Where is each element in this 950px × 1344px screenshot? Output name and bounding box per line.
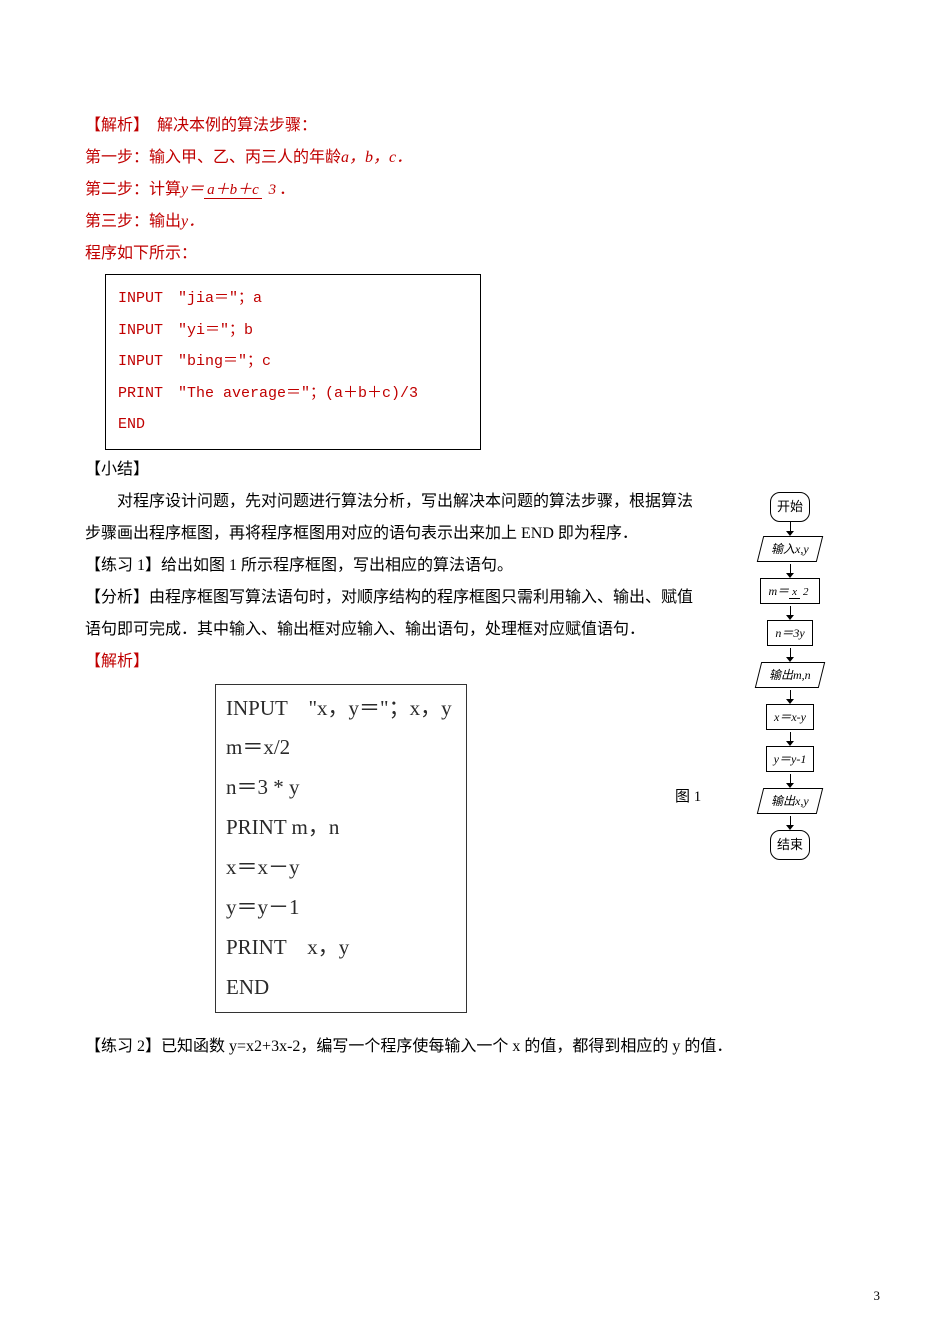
code1-line5: END [118,409,468,441]
step2-y: y＝ [181,174,204,206]
flow-out-mn-text: 输出m,n [769,663,811,687]
code-box-2: INPUT "x，y＝"；x，y m＝x/2 n＝3 * y PRINT m，n… [215,684,467,1013]
step-2: 第二步： 计算 y＝ a＋b＋c 3 ． [85,174,865,206]
m-frac: x2 [789,586,811,598]
right-column: 开始 输入x,y m＝x2 n＝3y 输出m,n x＝x-y y＝y-1 [715,486,865,860]
summary-paragraph: 对程序设计问题，先对问题进行算法分析，写出解决本问题的算法步骤，根据算法步骤画出… [85,486,695,550]
page-number: 3 [874,1288,881,1304]
step1-label: 第一步： [85,142,149,174]
arrow-icon [735,690,845,704]
fraction: a＋b＋c 3 [204,182,279,199]
flow-start: 开始 [770,492,810,522]
fenxi-label: 【分析】 [85,589,149,606]
summary-label: 【小结】 [85,454,865,486]
code2-line7: PRINT x，y [226,928,456,968]
flow-out-mn: 输出m,n [755,662,825,688]
analysis-text: 解决本例的算法步骤： [141,117,317,134]
m-frac-den: 2 [800,586,812,598]
analysis-heading-line: 【解析】 解决本例的算法步骤： [85,110,865,142]
step1-text: 输入甲、乙、丙三人的年龄 [149,142,341,174]
flow-input-xy: 输入x,y [757,536,823,562]
arrow-icon [735,732,845,746]
step2-pre: 计算 [149,174,181,206]
code1-line4: PRINT "The average＝"；(a＋b＋c)/3 [118,378,468,410]
exercise2-label: 【练习 2】 [85,1038,161,1055]
exercise-1: 【练习 1】给出如图 1 所示程序框图，写出相应的算法语句。 [85,550,695,582]
step3-text: 输出 [149,206,181,238]
arrow-icon [735,522,845,536]
arrow-icon [735,606,845,620]
flowchart-wrap: 开始 输入x,y m＝x2 n＝3y 输出m,n x＝x-y y＝y-1 [715,492,865,860]
code1-line1: INPUT "jia＝"；a [118,283,468,315]
step1-vars: a，b，c． [341,142,412,174]
exercise2-text: 已知函数 y=x2+3x-2，编写一个程序使每输入一个 x 的值，都得到相应的 … [161,1038,732,1055]
code2-line4: PRINT m，n [226,808,456,848]
step-1: 第一步： 输入甲、乙、丙三人的年龄 a，b，c． [85,142,865,174]
step3-label: 第三步： [85,206,149,238]
two-column: 对程序设计问题，先对问题进行算法分析，写出解决本问题的算法步骤，根据算法步骤画出… [85,486,865,1013]
flow-out-xy-text: 输出x,y [771,789,809,813]
step2-label: 第二步： [85,174,149,206]
flow-input-xy-text: 输入x,y [771,537,809,561]
figure-label: 图 1 [675,782,701,812]
exercise1-text: 给出如图 1 所示程序框图，写出相应的算法语句。 [161,557,513,574]
code2-line1: INPUT "x，y＝"；x，y [226,689,456,729]
step2-end: ． [279,174,295,206]
arrow-icon [735,564,845,578]
flow-end: 结束 [770,830,810,860]
flow-out-xy: 输出x,y [757,788,823,814]
m-frac-num: x [789,586,800,599]
analysis-label: 【解析】 [85,117,141,134]
step3-var: y． [181,206,204,238]
analysis2-label: 【解析】 [85,646,695,678]
m-lhs: m＝ [768,584,789,598]
arrow-icon [735,648,845,662]
exercise-2: 【练习 2】已知函数 y=x2+3x-2，编写一个程序使每输入一个 x 的值，都… [85,1031,865,1063]
analysis-paragraph: 【分析】由程序框图写算法语句时，对顺序结构的程序框图只需利用输入、输出、赋值语句… [85,582,695,646]
code2-line3: n＝3 * y [226,768,456,808]
step-3: 第三步： 输出 y． [85,206,865,238]
code2-line5: x＝x－y [226,848,456,888]
arrow-icon [735,816,845,830]
fraction-num: a＋b＋c [204,182,262,199]
code2-line8: END [226,968,456,1008]
code2-line2: m＝x/2 [226,728,456,768]
flow-m: m＝x2 [760,578,819,604]
fenxi-text: 由程序框图写算法语句时，对顺序结构的程序框图只需利用输入、输出、赋值语句即可完成… [85,589,693,638]
flow-x: x＝x-y [766,704,814,730]
arrow-icon [735,774,845,788]
flowchart: 开始 输入x,y m＝x2 n＝3y 输出m,n x＝x-y y＝y-1 [735,492,845,860]
program-below: 程序如下所示： [85,238,865,270]
flow-y: y＝y-1 [766,746,815,772]
flow-n: n＝3y [767,620,812,646]
exercise1-label: 【练习 1】 [85,557,161,574]
code1-line3: INPUT "bing＝"；c [118,346,468,378]
code-box-1: INPUT "jia＝"；a INPUT "yi＝"；b INPUT "bing… [105,274,481,450]
fraction-den: 3 [266,182,280,198]
left-column: 对程序设计问题，先对问题进行算法分析，写出解决本问题的算法步骤，根据算法步骤画出… [85,486,695,1013]
document-page: 【解析】 解决本例的算法步骤： 第一步： 输入甲、乙、丙三人的年龄 a，b，c．… [0,0,950,1103]
code1-line2: INPUT "yi＝"；b [118,315,468,347]
code2-line6: y＝y－1 [226,888,456,928]
